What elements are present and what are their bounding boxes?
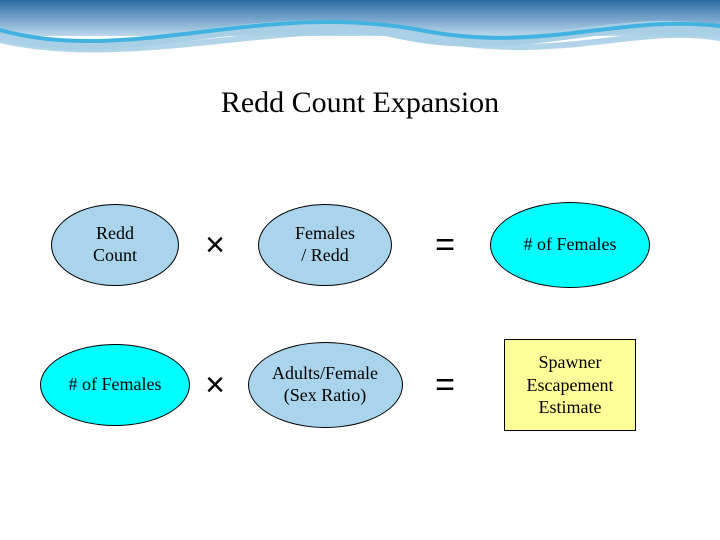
equals-icon: =	[435, 366, 455, 405]
ellipse-r2-b: Adults/Female(Sex Ratio)	[248, 342, 403, 428]
ellipse-r2-a: # of Females	[40, 344, 190, 426]
ellipse-r1-b: Females / Redd	[258, 204, 392, 286]
equation-row-2: # of Females × Adults/Female(Sex Ratio) = Sp…	[0, 335, 720, 435]
box-r2-c: SpawnerEscapementEstimate	[504, 339, 636, 431]
times-icon: ×	[205, 226, 225, 265]
times-icon: ×	[205, 366, 225, 405]
equation-row-1: ReddCount × Females / Redd = # of Females	[0, 195, 720, 295]
ellipse-r1-c: # of Females	[490, 202, 650, 288]
slide-title: Redd Count Expansion	[0, 86, 720, 120]
equals-icon: =	[435, 226, 455, 265]
banner-waves	[0, 0, 720, 75]
ellipse-r1-a: ReddCount	[51, 204, 179, 286]
